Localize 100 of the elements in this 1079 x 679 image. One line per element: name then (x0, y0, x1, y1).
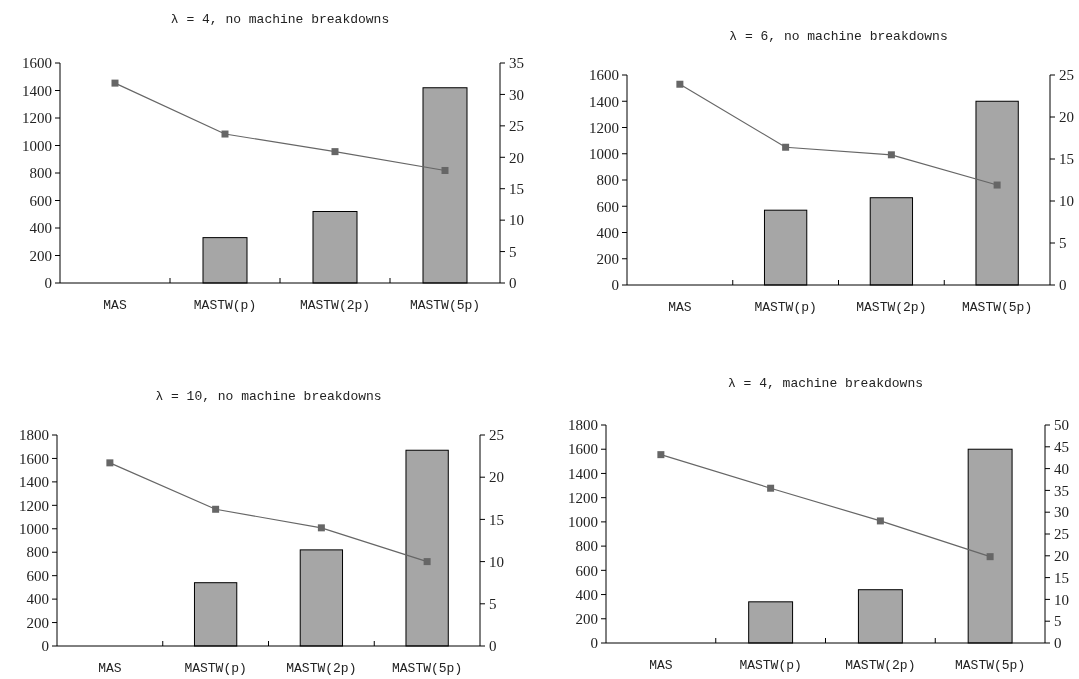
y2-tick-label: 0 (489, 638, 497, 655)
y2-tick-label: 20 (489, 469, 504, 486)
y2-tick-label: 25 (1059, 67, 1074, 84)
y2-tick-label: 15 (1059, 151, 1074, 168)
y2-tick-label: 5 (1059, 235, 1067, 252)
y-tick-label: 1200 (22, 110, 52, 127)
y-tick-label: 200 (26, 614, 49, 631)
point (423, 558, 431, 566)
y2-tick-label: 30 (1054, 504, 1069, 521)
x-tick-label: MASTW(p) (739, 658, 802, 673)
x-tick-label: MASTW(p) (184, 661, 247, 676)
y-tick-label: 1400 (589, 93, 619, 110)
y2-tick-label: 10 (1059, 193, 1074, 210)
point (317, 524, 325, 532)
y-tick-label: 1400 (22, 82, 52, 99)
point (331, 148, 339, 156)
y-tick-label: 800 (596, 172, 619, 189)
x-tick-label: MAS (98, 661, 122, 676)
y-tick-label: 1600 (589, 67, 619, 84)
y-tick-label: 0 (611, 277, 619, 294)
y-tick-label: 400 (575, 586, 598, 603)
y-tick-label: 200 (29, 247, 52, 264)
point (782, 143, 790, 151)
y-tick-label: 200 (575, 611, 598, 628)
x-tick-label: MASTW(2p) (856, 300, 927, 315)
y-tick-label: 800 (29, 165, 52, 182)
x-tick-label: MAS (668, 300, 692, 315)
point (767, 484, 775, 492)
y-tick-label: 1400 (19, 474, 49, 491)
y2-tick-label: 35 (509, 55, 524, 72)
y-tick-label: 400 (596, 224, 619, 241)
chart-title: λ = 4, machine breakdowns (727, 376, 924, 391)
y2-tick-label: 5 (509, 243, 517, 260)
x-tick-label: MASTW(5p) (962, 300, 1033, 315)
x-tick-label: MASTW(5p) (409, 298, 481, 313)
y-tick-label: 0 (590, 635, 598, 652)
point (676, 80, 684, 88)
point (221, 130, 229, 138)
x-tick-label: MAS (649, 658, 673, 673)
y2-tick-label: 25 (509, 118, 524, 135)
y2-tick-label: 10 (509, 212, 524, 229)
y2-tick-label: 20 (509, 149, 524, 166)
point (657, 451, 665, 459)
y-tick-label: 0 (44, 275, 52, 292)
y2-tick-label: 0 (509, 275, 517, 292)
point (887, 151, 895, 159)
y-tick-label: 600 (575, 562, 598, 579)
y-tick-label: 1000 (589, 146, 619, 162)
y2-tick-label: 40 (1054, 460, 1069, 477)
y2-tick-label: 5 (1054, 613, 1062, 630)
point (993, 181, 1001, 189)
point (111, 79, 119, 87)
y2-tick-label: 10 (489, 553, 504, 570)
point (106, 459, 114, 467)
point (986, 553, 994, 561)
y-tick-label: 1600 (19, 450, 49, 467)
y-tick-label: 1600 (22, 55, 52, 72)
y-tick-label: 200 (596, 251, 619, 267)
y-tick-label: 1400 (568, 465, 598, 482)
y-tick-label: 1000 (22, 137, 52, 154)
x-tick-label: MASTW(p) (193, 298, 257, 313)
y-tick-label: 400 (26, 591, 49, 608)
y2-tick-label: 20 (1054, 548, 1069, 565)
x-tick-label: MASTW(p) (754, 300, 817, 315)
x-tick-label: MAS (103, 298, 127, 313)
y-tick-label: 600 (29, 192, 52, 209)
y2-tick-label: 25 (489, 427, 504, 444)
x-tick-label: MASTW(5p) (392, 661, 463, 676)
chart-title: λ = 10, no machine breakdowns (155, 389, 382, 404)
y2-tick-label: 15 (489, 511, 504, 528)
y-tick-label: 1000 (568, 514, 598, 531)
chart-title: λ = 4, no machine breakdowns (170, 12, 390, 27)
y-tick-label: 600 (26, 567, 49, 584)
y-tick-label: 400 (29, 220, 52, 237)
x-tick-label: MASTW(2p) (845, 658, 916, 673)
y-tick-label: 0 (41, 638, 49, 655)
y-tick-label: 600 (596, 198, 619, 215)
y2-tick-label: 15 (1054, 569, 1069, 586)
y-tick-label: 1200 (19, 497, 49, 514)
y-tick-label: 1800 (568, 417, 598, 434)
y-tick-label: 800 (575, 538, 598, 555)
chart-title: λ = 6, no machine breakdowns (729, 29, 948, 44)
y-tick-label: 1600 (568, 441, 598, 458)
y2-tick-label: 25 (1054, 526, 1069, 543)
y-tick-label: 1200 (568, 489, 598, 506)
x-tick-label: MASTW(2p) (299, 298, 371, 313)
x-tick-label: MASTW(5p) (955, 658, 1026, 673)
y2-tick-label: 30 (509, 86, 524, 103)
y2-tick-label: 45 (1054, 439, 1069, 456)
y2-tick-label: 35 (1054, 482, 1069, 499)
y2-tick-label: 50 (1054, 417, 1069, 434)
y2-tick-label: 5 (489, 596, 497, 613)
y-tick-label: 1800 (19, 427, 49, 444)
x-tick-label: MASTW(2p) (286, 661, 357, 676)
y-tick-label: 1000 (19, 521, 49, 538)
point (212, 505, 220, 513)
y2-tick-label: 0 (1054, 635, 1062, 652)
y2-tick-label: 0 (1059, 277, 1067, 294)
y-tick-label: 800 (26, 544, 49, 561)
y-tick-label: 1200 (589, 119, 619, 136)
